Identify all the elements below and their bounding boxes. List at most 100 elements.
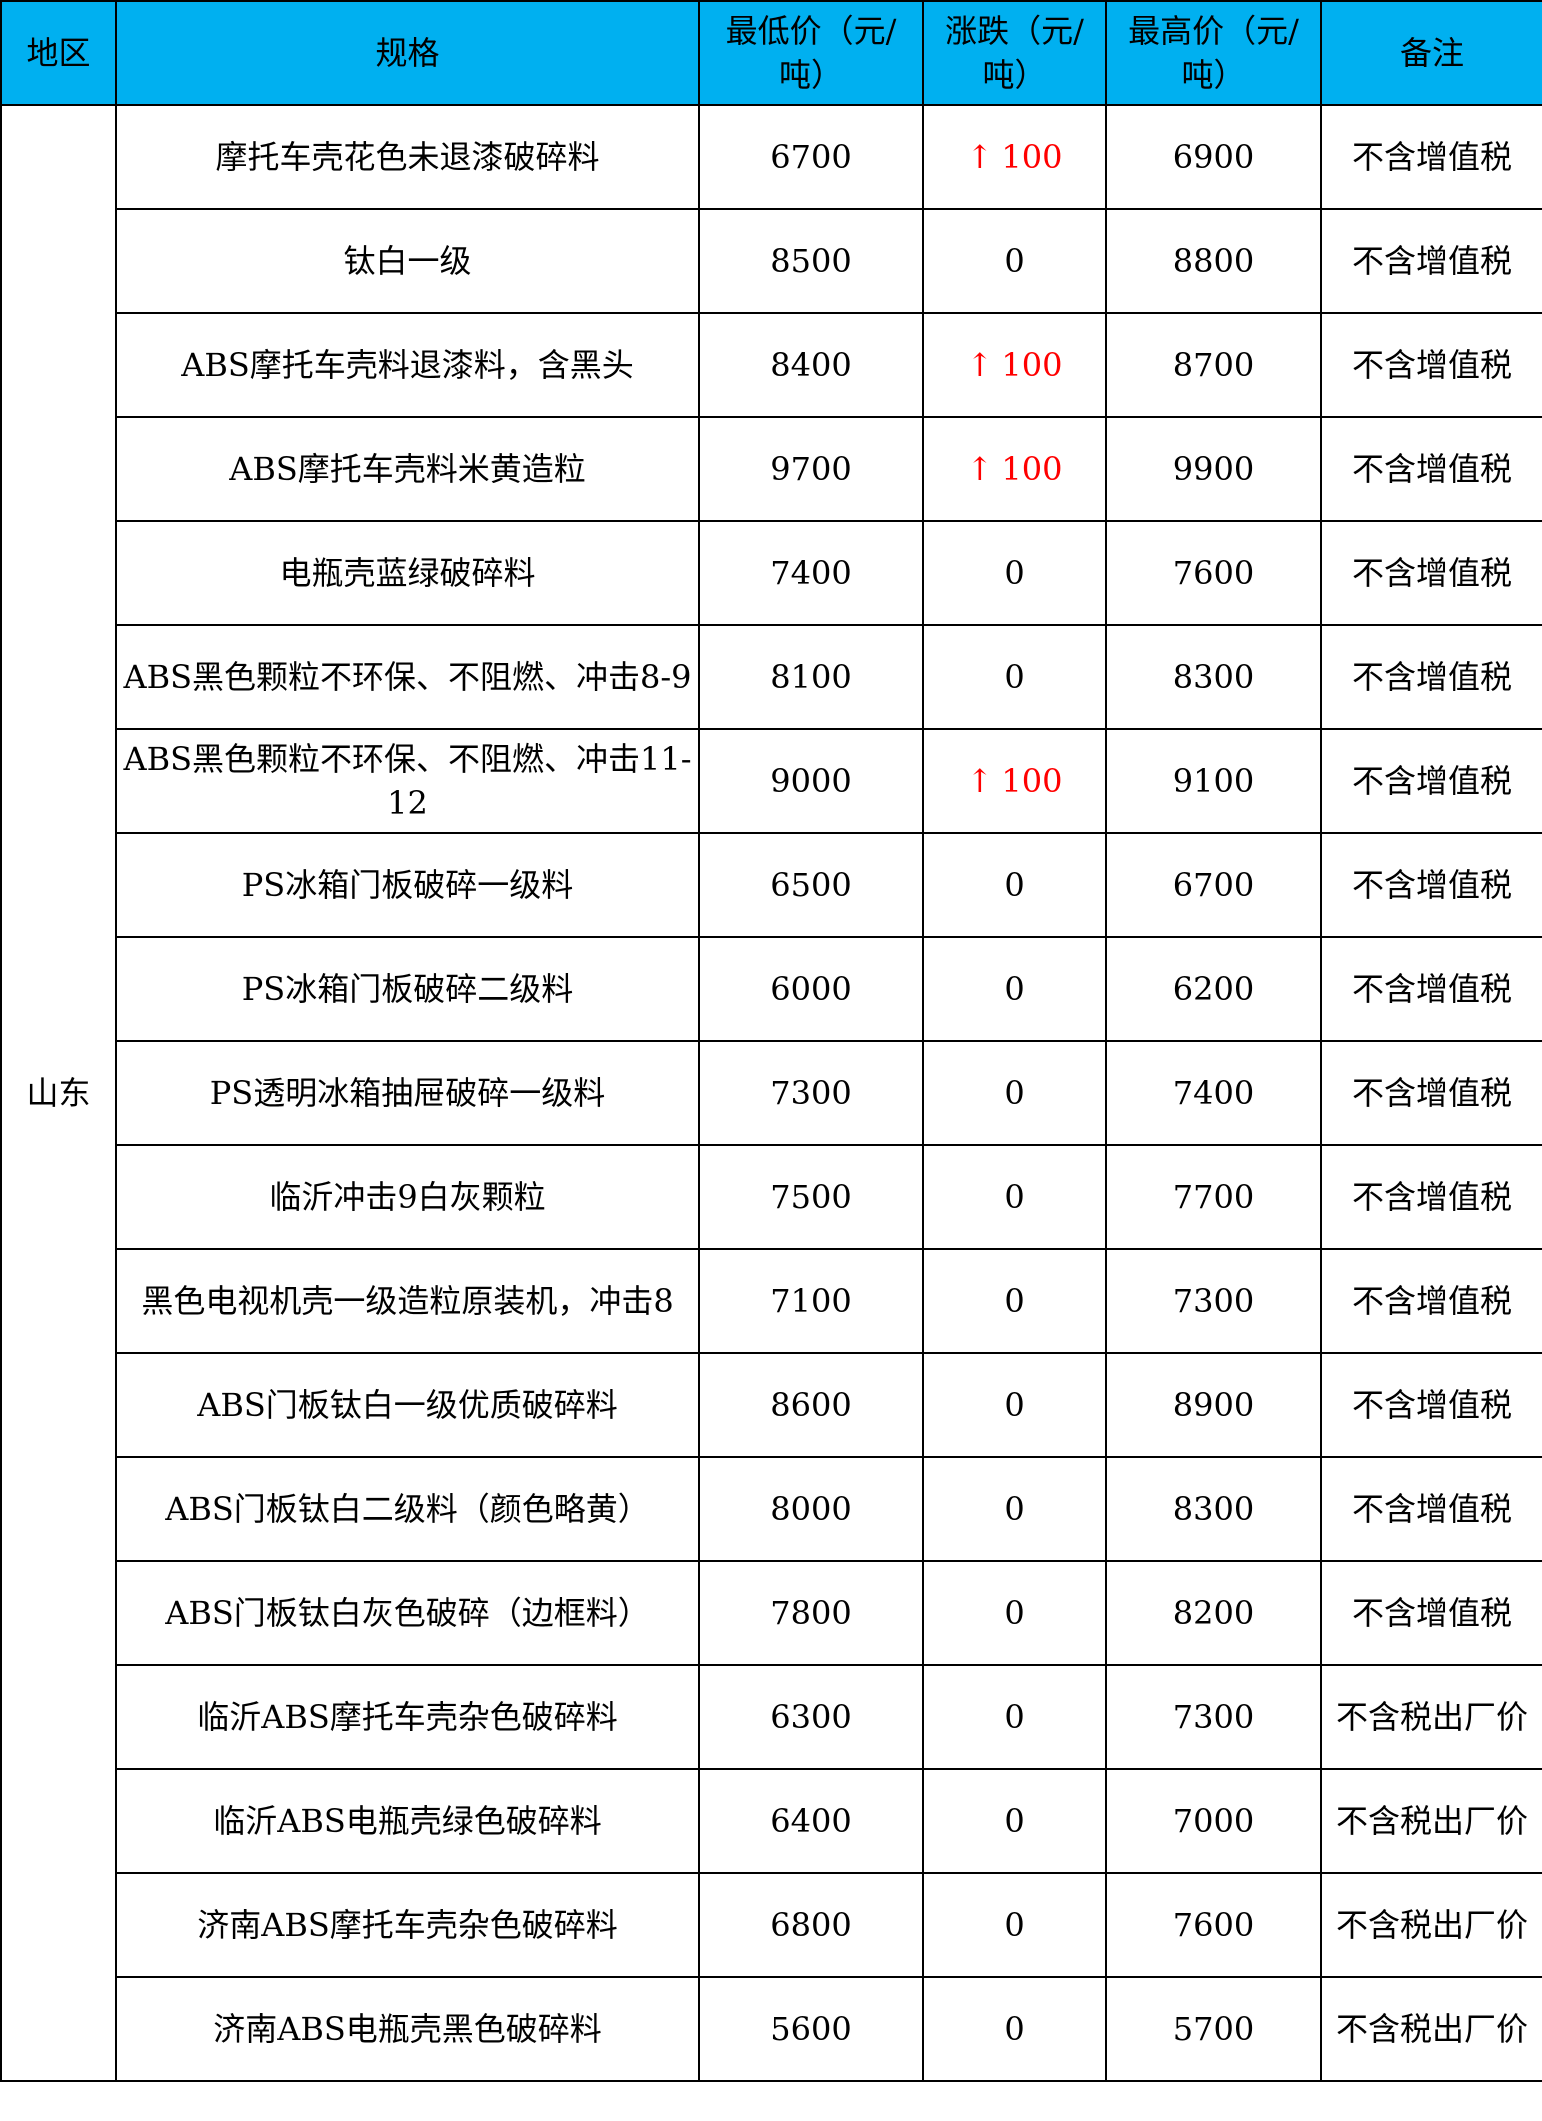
header-high-price: 最高价（元/吨） (1105, 0, 1322, 106)
change-value: 100 (1001, 138, 1063, 176)
spec-cell: 电瓶壳蓝绿破碎料 (115, 520, 700, 626)
table-row: ABS摩托车壳料退漆料，含黑头 8400 ↑ 100 8700 不含增值税 (1, 312, 1542, 418)
note-cell: 不含增值税 (1320, 416, 1542, 522)
table-row: ABS门板钛白一级优质破碎料 8600 0 8900 不含增值税 (1, 1352, 1542, 1458)
high-price-cell: 9900 (1105, 416, 1322, 522)
change-cell: 0 (922, 1560, 1107, 1666)
table-row: ABS门板钛白灰色破碎（边框料） 7800 0 8200 不含增值税 (1, 1560, 1542, 1666)
low-price-cell: 6000 (698, 936, 924, 1042)
low-price-cell: 6400 (698, 1768, 924, 1874)
high-price-cell: 7300 (1105, 1248, 1322, 1354)
spec-cell: ABS门板钛白一级优质破碎料 (115, 1352, 700, 1458)
high-price-cell: 8700 (1105, 312, 1322, 418)
low-price-cell: 8600 (698, 1352, 924, 1458)
change-value: 0 (1004, 554, 1025, 592)
low-price-cell: 7800 (698, 1560, 924, 1666)
low-price-cell: 9700 (698, 416, 924, 522)
low-price-cell: 8100 (698, 624, 924, 730)
low-price-cell: 9000 (698, 728, 924, 834)
table-row: ABS黑色颗粒不环保、不阻燃、冲击8-9 8100 0 8300 不含增值税 (1, 624, 1542, 730)
low-price-cell: 7500 (698, 1144, 924, 1250)
high-price-cell: 7700 (1105, 1144, 1322, 1250)
change-cell: 0 (922, 520, 1107, 626)
high-price-cell: 7600 (1105, 520, 1322, 626)
change-cell: 0 (922, 936, 1107, 1042)
table-row: PS冰箱门板破碎一级料 6500 0 6700 不含增值税 (1, 832, 1542, 938)
table-row: 临沂ABS摩托车壳杂色破碎料 6300 0 7300 不含税出厂价 (1, 1664, 1542, 1770)
note-cell: 不含增值税 (1320, 1560, 1542, 1666)
low-price-cell: 7100 (698, 1248, 924, 1354)
spec-cell: 临沂冲击9白灰颗粒 (115, 1144, 700, 1250)
high-price-cell: 7400 (1105, 1040, 1322, 1146)
region-cell: 山东 (0, 104, 117, 2082)
spec-cell: ABS摩托车壳料米黄造粒 (115, 416, 700, 522)
high-price-cell: 8900 (1105, 1352, 1322, 1458)
high-price-cell: 8200 (1105, 1560, 1322, 1666)
table-row: 济南ABS摩托车壳杂色破碎料 6800 0 7600 不含税出厂价 (1, 1872, 1542, 1978)
change-value: 0 (1004, 866, 1025, 904)
header-note: 备注 (1320, 0, 1542, 106)
low-price-cell: 8000 (698, 1456, 924, 1562)
table-row: 临沂冲击9白灰颗粒 7500 0 7700 不含增值税 (1, 1144, 1542, 1250)
low-price-cell: 5600 (698, 1976, 924, 2082)
change-value: 0 (1004, 1282, 1025, 1320)
low-price-cell: 6300 (698, 1664, 924, 1770)
change-value: 0 (1004, 242, 1025, 280)
note-cell: 不含增值税 (1320, 1144, 1542, 1250)
header-region: 地区 (0, 0, 117, 106)
spec-cell: PS冰箱门板破碎一级料 (115, 832, 700, 938)
table-row: ABS黑色颗粒不环保、不阻燃、冲击11-12 9000 ↑ 100 9100 不含增值税 (1, 728, 1542, 834)
header-spec: 规格 (115, 0, 700, 106)
change-value: 0 (1004, 1802, 1025, 1840)
change-cell: ↑ 100 (922, 312, 1107, 418)
change-cell: 0 (922, 1664, 1107, 1770)
table-row: 济南ABS电瓶壳黑色破碎料 5600 0 5700 不含税出厂价 (1, 1976, 1542, 2082)
note-cell: 不含增值税 (1320, 936, 1542, 1042)
table-row: 电瓶壳蓝绿破碎料 7400 0 7600 不含增值税 (1, 520, 1542, 626)
spec-cell: ABS摩托车壳料退漆料，含黑头 (115, 312, 700, 418)
note-cell: 不含税出厂价 (1320, 1768, 1542, 1874)
table-row: PS冰箱门板破碎二级料 6000 0 6200 不含增值税 (1, 936, 1542, 1042)
change-cell: 0 (922, 832, 1107, 938)
note-cell: 不含增值税 (1320, 1456, 1542, 1562)
table-row: ABS门板钛白二级料（颜色略黄） 8000 0 8300 不含增值税 (1, 1456, 1542, 1562)
note-cell: 不含增值税 (1320, 832, 1542, 938)
table-row: PS透明冰箱抽屉破碎一级料 7300 0 7400 不含增值税 (1, 1040, 1542, 1146)
change-cell: 0 (922, 1976, 1107, 2082)
spec-cell: 济南ABS摩托车壳杂色破碎料 (115, 1872, 700, 1978)
high-price-cell: 8800 (1105, 208, 1322, 314)
note-cell: 不含增值税 (1320, 208, 1542, 314)
spec-cell: ABS门板钛白二级料（颜色略黄） (115, 1456, 700, 1562)
change-cell: ↑ 100 (922, 104, 1107, 210)
up-arrow-icon: ↑ (966, 346, 994, 384)
spec-cell: 临沂ABS电瓶壳绿色破碎料 (115, 1768, 700, 1874)
note-cell: 不含增值税 (1320, 624, 1542, 730)
spec-cell: ABS黑色颗粒不环保、不阻燃、冲击11-12 (115, 728, 700, 834)
spec-cell: 摩托车壳花色未退漆破碎料 (115, 104, 700, 210)
change-cell: 0 (922, 624, 1107, 730)
up-arrow-icon: ↑ (966, 450, 994, 488)
note-cell: 不含增值税 (1320, 312, 1542, 418)
change-cell: ↑ 100 (922, 416, 1107, 522)
header-change: 涨跌（元/吨） (922, 0, 1107, 106)
spec-cell: 临沂ABS摩托车壳杂色破碎料 (115, 1664, 700, 1770)
change-cell: 0 (922, 1456, 1107, 1562)
table-row: 钛白一级 8500 0 8800 不含增值税 (1, 208, 1542, 314)
spec-cell: 济南ABS电瓶壳黑色破碎料 (115, 1976, 700, 2082)
change-value: 100 (1001, 346, 1063, 384)
low-price-cell: 6800 (698, 1872, 924, 1978)
change-value: 0 (1004, 1178, 1025, 1216)
note-cell: 不含税出厂价 (1320, 1872, 1542, 1978)
note-cell: 不含增值税 (1320, 728, 1542, 834)
low-price-cell: 8400 (698, 312, 924, 418)
change-value: 0 (1004, 970, 1025, 1008)
high-price-cell: 7000 (1105, 1768, 1322, 1874)
note-cell: 不含增值税 (1320, 1248, 1542, 1354)
low-price-cell: 7400 (698, 520, 924, 626)
change-cell: 0 (922, 1768, 1107, 1874)
change-value: 0 (1004, 1490, 1025, 1528)
note-cell: 不含增值税 (1320, 1352, 1542, 1458)
high-price-cell: 8300 (1105, 624, 1322, 730)
note-cell: 不含税出厂价 (1320, 1976, 1542, 2082)
